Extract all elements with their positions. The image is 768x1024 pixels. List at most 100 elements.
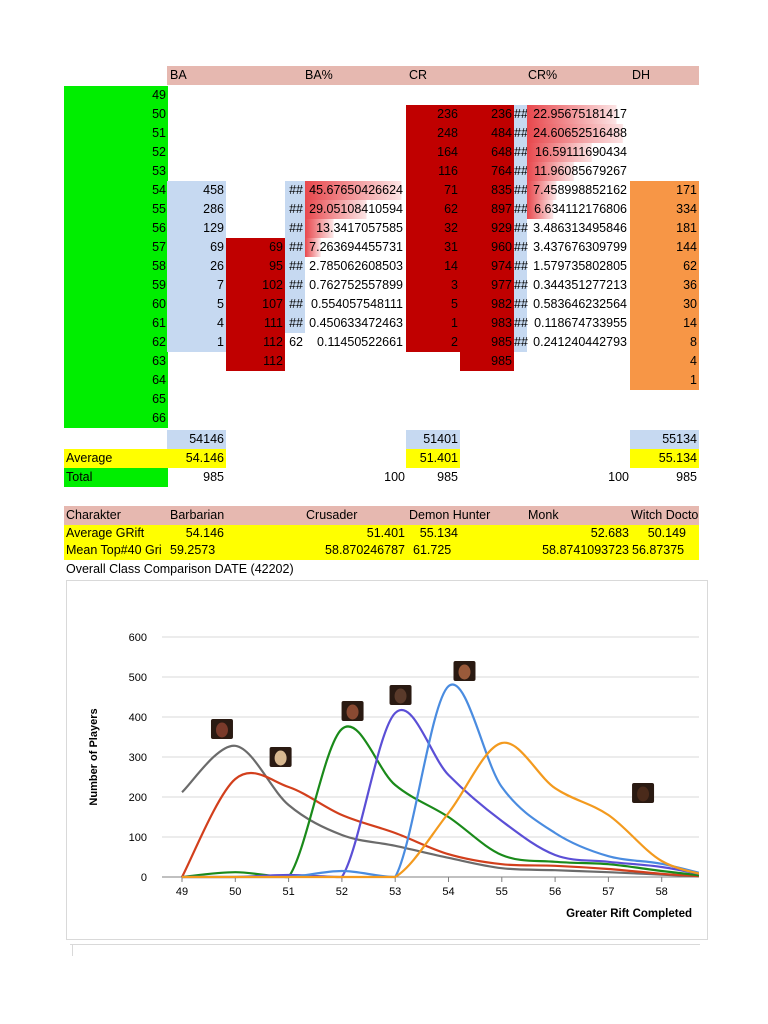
class-portrait-icon — [269, 747, 292, 767]
cr-cum-cell: 977 — [460, 276, 514, 295]
ba-cell: 1 — [167, 333, 226, 352]
series-line-0 — [181, 744, 699, 878]
gr-cell: 49 — [64, 86, 168, 105]
ba-cell: 69 — [167, 238, 226, 257]
gr-cell-text: 49 — [152, 88, 166, 102]
gr-cell: 66 — [64, 409, 168, 428]
series-line-3 — [182, 709, 699, 879]
ba-cum-cell: 69 — [226, 238, 285, 257]
cr-pct-cell-text: 0.118674733955 — [534, 316, 627, 330]
portrait-face — [637, 786, 650, 802]
ba-cum-cell-text: 95 — [269, 259, 283, 273]
cr-cum-cell: 484 — [460, 124, 514, 143]
ba-cum-cell-text: 112 — [263, 354, 283, 368]
portrait-face — [458, 664, 471, 680]
cr-hash-cell: ## — [514, 238, 528, 257]
summary-header-witch-doctor: Witch Docto — [631, 508, 699, 522]
sum-ba: 54146 — [189, 432, 224, 446]
summary-avg-monk: 52.683 — [590, 526, 629, 540]
ba-hash-cell: ## — [285, 276, 305, 295]
cr-cum-cell-text: 974 — [491, 259, 512, 273]
cr-pct-cell: 0.241240442793 — [527, 333, 629, 352]
gr-cell-text: 60 — [152, 297, 166, 311]
ba-pct-cell: 45.67650426624 — [305, 181, 405, 200]
gr-cell: 65 — [64, 390, 168, 409]
cr-cum-cell-text: 484 — [491, 126, 512, 140]
cr-cum-cell-text: 835 — [491, 183, 512, 197]
class-portrait-icon — [210, 719, 233, 739]
ba-hash-cell-text: 62 — [289, 335, 303, 349]
ba-cell-text: 26 — [210, 259, 224, 273]
ba-pct-cell-text: 45.67650426624 — [309, 183, 403, 197]
summary-avg-witch-doctor: 50.149 — [647, 526, 686, 540]
cr-cum-cell-text: 982 — [491, 297, 512, 311]
cr-pct-cell-text: 3.486313495846 — [533, 221, 627, 235]
ba-cum-cell: 102 — [226, 276, 285, 295]
total-label: Total — [66, 470, 93, 484]
cr-pct-cell-text: 0.583646232564 — [533, 297, 627, 311]
x-tick-label: 49 — [176, 886, 188, 898]
cr-cum-cell: 960 — [460, 238, 514, 257]
cr-pct-cell-text: 6.634112176806 — [534, 202, 627, 216]
cr-hash-cell: ## — [514, 124, 528, 143]
ba-hash-cell-text: ## — [289, 278, 303, 292]
ba-pct-cell-text: 2.785062608503 — [309, 259, 403, 273]
cr-cum-cell: 983 — [460, 314, 514, 333]
header-cr-pct: CR% — [528, 68, 558, 82]
summary-mean-barbarian: 59.2573 — [170, 543, 216, 557]
ba-cell: 458 — [167, 181, 226, 200]
cr-cum-cell: 648 — [460, 143, 514, 162]
ba-cell: 5 — [167, 295, 226, 314]
summary-header-demon-hunter: Demon Hunter — [409, 508, 491, 522]
dh-cell: 144 — [630, 238, 699, 257]
dh-cell: 8 — [630, 333, 699, 352]
total-ba: 985 — [203, 470, 224, 484]
ba-cell-text: 5 — [217, 297, 224, 311]
ba-pct-cell-text: 29.05108410594 — [309, 202, 403, 216]
average-label: Average — [66, 451, 113, 465]
x-tick-label: 55 — [496, 886, 508, 898]
gr-cell: 52 — [64, 143, 168, 162]
summary-avg-crusader: 51.401 — [366, 526, 405, 540]
cr-hash-cell-text: ## — [514, 259, 528, 273]
ba-hash-cell-text: ## — [289, 259, 303, 273]
ba-cell-text: 4 — [217, 316, 224, 330]
ba-hash-cell-text: ## — [289, 316, 303, 330]
cr-pct-cell: 22.95675181417 — [527, 105, 629, 124]
y-tick-label: 0 — [141, 872, 147, 884]
ba-cum-cell: 95 — [226, 257, 285, 276]
cr-cell: 116 — [406, 162, 460, 181]
cr-cell-text: 164 — [437, 145, 458, 159]
cr-cum-cell: 835 — [460, 181, 514, 200]
ba-pct-cell: 0.554057548111 — [305, 295, 405, 314]
cr-hash-cell: ## — [514, 257, 528, 276]
portrait-face — [346, 704, 359, 720]
x-tick-label: 57 — [602, 886, 614, 898]
cr-pct-cell: 0.344351277213 — [527, 276, 629, 295]
cr-pct-cell-text: 11.96085679267 — [534, 164, 627, 178]
chart-frame: 0 100 200 300 400 500 600 49 50 51 52 53 54 55 56 57 58 N… — [66, 580, 708, 940]
cr-cell: 164 — [406, 143, 460, 162]
y-tick-label: 100 — [129, 832, 147, 844]
cr-pct-cell: 6.634112176806 — [527, 200, 629, 219]
cr-hash-cell-text: ## — [514, 202, 528, 216]
cr-cum-cell-text: 985 — [491, 354, 512, 368]
ba-pct-cell-text: 13.3417057585 — [316, 221, 403, 235]
summary-avg-label: Average GRift — [66, 526, 145, 540]
summary-header-barbarian: Barbarian — [170, 508, 225, 522]
y-tick-label: 500 — [129, 672, 147, 684]
gr-cell-text: 55 — [152, 202, 166, 216]
ba-pct-cell-text: 0.11450522661 — [317, 335, 403, 349]
gr-cell-text: 59 — [152, 278, 166, 292]
gr-cell: 61 — [64, 314, 168, 333]
summary-mean-crusader: 58.870246787 — [325, 543, 405, 557]
cr-cum-cell: 982 — [460, 295, 514, 314]
x-axis-title: Greater Rift Completed — [566, 908, 692, 920]
cr-pct-cell: 0.583646232564 — [527, 295, 629, 314]
ba-pct-cell: 2.785062608503 — [305, 257, 405, 276]
summary-mean-witch-doctor: 56.87375 — [632, 543, 685, 557]
ba-hash-cell: ## — [285, 295, 305, 314]
average-ba: 54.146 — [185, 451, 224, 465]
ba-cum-cell-text: 107 — [262, 297, 283, 311]
class-portrait-icon — [389, 685, 412, 705]
